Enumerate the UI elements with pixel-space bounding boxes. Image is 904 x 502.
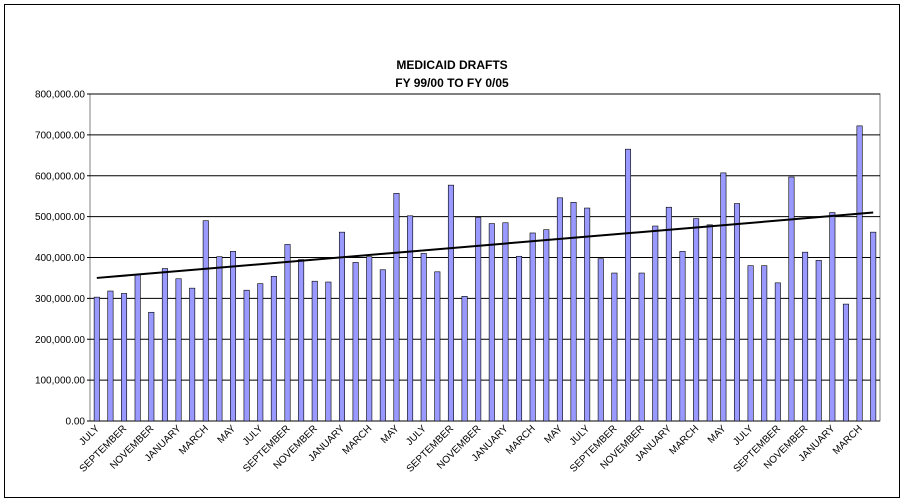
bar [774, 282, 781, 422]
bar [584, 207, 591, 422]
y-tick-label: 800,000.00 [35, 90, 85, 101]
bar [788, 176, 795, 422]
bar [393, 193, 400, 422]
chart-subtitle: FY 99/00 TO FY 0/05 [395, 76, 509, 90]
bar [407, 215, 414, 422]
trendline [96, 211, 874, 279]
bar [121, 293, 128, 422]
bar [802, 251, 809, 422]
bar [556, 197, 563, 422]
bar [298, 259, 305, 422]
bar [856, 125, 863, 422]
bar [488, 223, 495, 422]
bar [379, 269, 386, 422]
bar [107, 290, 114, 422]
bar [543, 229, 550, 422]
bar [134, 274, 141, 422]
bar [175, 278, 182, 422]
bar [842, 303, 849, 422]
y-tick-label: 400,000.00 [35, 253, 85, 264]
bar [434, 271, 441, 422]
bar [161, 268, 168, 422]
bar [625, 148, 632, 422]
bar [665, 206, 672, 422]
bar [189, 287, 196, 422]
bar [475, 217, 482, 422]
y-tick-label: 300,000.00 [35, 294, 85, 305]
bar [338, 231, 345, 422]
bar [230, 251, 237, 422]
bar [216, 256, 223, 422]
bar [270, 276, 277, 422]
bar [829, 212, 836, 422]
y-tick-label: 100,000.00 [35, 376, 85, 387]
bar [516, 255, 523, 422]
bar [638, 272, 645, 422]
y-tick-label: 0.00 [66, 417, 86, 428]
bar [870, 231, 877, 422]
y-tick-label: 600,000.00 [35, 171, 85, 182]
bar [420, 253, 427, 422]
bar [611, 272, 618, 422]
bar [447, 184, 454, 422]
bar [311, 280, 318, 422]
bar [257, 283, 264, 422]
bar [202, 220, 209, 422]
y-tick-label: 500,000.00 [35, 212, 85, 223]
bar [325, 281, 332, 422]
y-tick-label: 700,000.00 [35, 130, 85, 141]
bar [597, 258, 604, 422]
bar [747, 265, 754, 422]
chart-title: MEDICAID DRAFTS [396, 58, 507, 72]
bar [352, 262, 359, 422]
bar [93, 296, 100, 422]
y-tick-label: 200,000.00 [35, 335, 85, 346]
bar [693, 218, 700, 422]
bar [148, 311, 155, 422]
bar [529, 232, 536, 422]
bar [366, 256, 373, 422]
bar [720, 172, 727, 422]
bar [570, 202, 577, 422]
bar [243, 289, 250, 422]
bar [284, 244, 291, 422]
bar [733, 203, 740, 422]
bar [815, 260, 822, 422]
bar [502, 222, 509, 422]
bar [461, 296, 468, 422]
bar [761, 265, 768, 422]
bar [706, 224, 713, 422]
bar [652, 225, 659, 422]
bar [679, 251, 686, 422]
